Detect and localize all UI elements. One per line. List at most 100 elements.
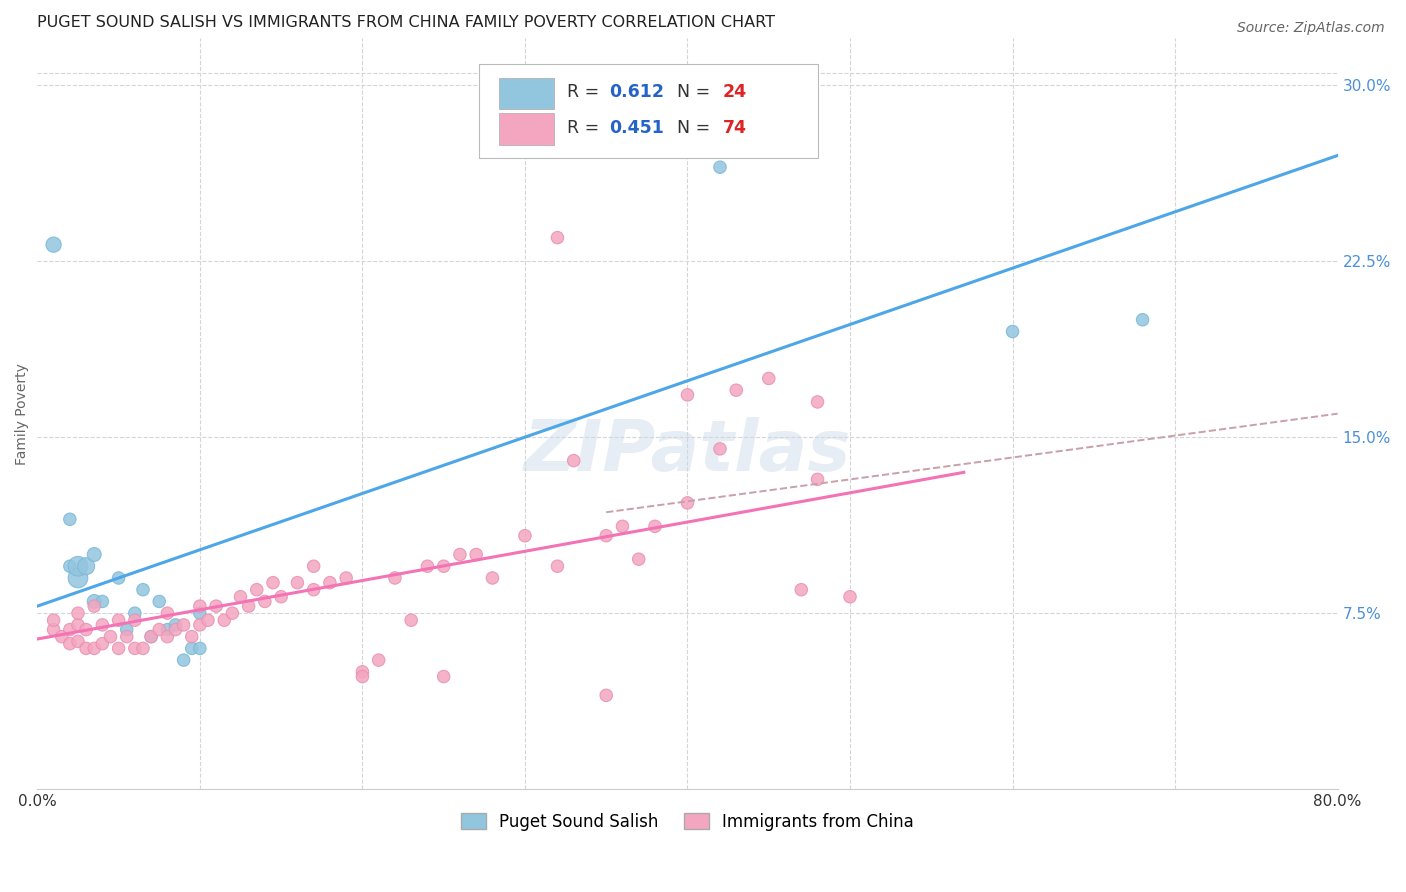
Point: [132, 582, 155, 597]
Point: [59, 512, 82, 526]
Point: [725, 383, 748, 397]
Point: [188, 618, 211, 632]
Point: [115, 623, 138, 637]
Point: [66, 634, 89, 648]
Point: [465, 548, 488, 562]
Point: [253, 594, 276, 608]
Point: [238, 599, 260, 614]
FancyBboxPatch shape: [499, 113, 554, 145]
Text: ZIPatlas: ZIPatlas: [524, 417, 851, 486]
Text: PUGET SOUND SALISH VS IMMIGRANTS FROM CHINA FAMILY POVERTY CORRELATION CHART: PUGET SOUND SALISH VS IMMIGRANTS FROM CH…: [38, 15, 775, 30]
Point: [59, 559, 82, 574]
Y-axis label: Family Poverty: Family Poverty: [15, 363, 30, 465]
Point: [59, 637, 82, 651]
Point: [399, 613, 422, 627]
Text: 74: 74: [723, 120, 747, 137]
Point: [51, 630, 73, 644]
Point: [156, 606, 179, 620]
Point: [42, 237, 65, 252]
Point: [433, 669, 456, 683]
Point: [115, 630, 138, 644]
Point: [595, 689, 617, 703]
Point: [139, 630, 162, 644]
Point: [91, 594, 114, 608]
Point: [107, 613, 129, 627]
Point: [83, 599, 105, 614]
Point: [180, 641, 202, 656]
Point: [367, 653, 389, 667]
Point: [156, 630, 179, 644]
Point: [124, 641, 146, 656]
Point: [165, 623, 187, 637]
Text: 0.612: 0.612: [609, 83, 665, 101]
Point: [156, 623, 179, 637]
Point: [287, 575, 309, 590]
Point: [148, 623, 170, 637]
Legend: Puget Sound Salish, Immigrants from China: Puget Sound Salish, Immigrants from Chin…: [454, 805, 921, 838]
Text: Source: ZipAtlas.com: Source: ZipAtlas.com: [1237, 21, 1385, 35]
Point: [221, 606, 243, 620]
Point: [66, 606, 89, 620]
Point: [173, 618, 195, 632]
Point: [416, 559, 439, 574]
Point: [433, 559, 456, 574]
Point: [246, 582, 269, 597]
Point: [546, 230, 568, 244]
Point: [676, 496, 699, 510]
Point: [107, 571, 129, 585]
Point: [839, 590, 862, 604]
Point: [595, 529, 617, 543]
Point: [319, 575, 342, 590]
Point: [107, 641, 129, 656]
Point: [676, 388, 699, 402]
Point: [197, 613, 219, 627]
Point: [42, 623, 65, 637]
Text: R =: R =: [567, 83, 605, 101]
Point: [75, 641, 97, 656]
Point: [180, 630, 202, 644]
Point: [188, 641, 211, 656]
Point: [481, 571, 503, 585]
Point: [205, 599, 228, 614]
Point: [124, 606, 146, 620]
Point: [262, 575, 284, 590]
Point: [562, 453, 585, 467]
Point: [709, 442, 731, 456]
Point: [546, 559, 568, 574]
Point: [302, 559, 325, 574]
Point: [66, 559, 89, 574]
Point: [270, 590, 292, 604]
Point: [790, 582, 813, 597]
Point: [384, 571, 406, 585]
Text: N =: N =: [678, 83, 716, 101]
Text: N =: N =: [678, 120, 716, 137]
Point: [148, 594, 170, 608]
Point: [132, 641, 155, 656]
Point: [229, 590, 252, 604]
FancyBboxPatch shape: [499, 78, 554, 110]
Point: [188, 606, 211, 620]
Point: [139, 630, 162, 644]
Point: [806, 472, 828, 486]
FancyBboxPatch shape: [479, 64, 817, 158]
Point: [513, 529, 536, 543]
Point: [352, 665, 374, 679]
Point: [83, 594, 105, 608]
Point: [75, 559, 97, 574]
Point: [1132, 312, 1154, 326]
Point: [212, 613, 235, 627]
Text: 24: 24: [723, 83, 747, 101]
Point: [66, 618, 89, 632]
Point: [806, 395, 828, 409]
Point: [66, 571, 89, 585]
Point: [75, 623, 97, 637]
Point: [644, 519, 666, 533]
Text: 0.451: 0.451: [609, 120, 665, 137]
Point: [352, 669, 374, 683]
Point: [83, 548, 105, 562]
Point: [124, 613, 146, 627]
Point: [42, 613, 65, 627]
Point: [709, 160, 731, 174]
Point: [91, 637, 114, 651]
Point: [59, 623, 82, 637]
